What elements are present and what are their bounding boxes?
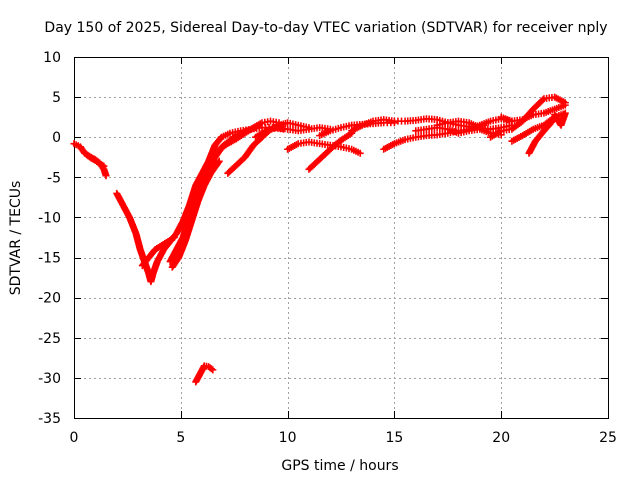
y-tick-label: -10 — [38, 210, 61, 226]
series-arc-early-2 — [83, 151, 108, 170]
y-tick-label: -5 — [47, 170, 61, 186]
y-axis: 10 5 0 -5 -10 -15 -20 -25 -30 -35 — [38, 50, 608, 427]
data-point — [98, 161, 106, 169]
series-arc-dip-3 — [168, 157, 223, 271]
data-points — [70, 93, 569, 386]
series-arc-mid-2 — [215, 117, 283, 153]
series-arc-late-8 — [525, 117, 556, 157]
data-point — [215, 157, 223, 165]
data-point — [170, 234, 178, 241]
x-tick-label: 0 — [70, 430, 79, 446]
series-arc-dip-4 — [138, 234, 178, 270]
data-point — [561, 101, 569, 109]
chart-title: Day 150 of 2025, Sidereal Day-to-day VTE… — [44, 20, 607, 36]
data-point — [548, 117, 556, 125]
data-point — [356, 149, 364, 157]
x-axis: 0 5 10 15 20 25 — [70, 57, 617, 446]
x-tick-label: 10 — [279, 430, 297, 446]
y-tick-label: 10 — [43, 50, 61, 66]
series-arc-outlier — [192, 362, 217, 386]
x-tick-label: 20 — [492, 430, 510, 446]
series-arc-mid-3 — [252, 124, 334, 141]
y-tick-label: -35 — [38, 411, 61, 427]
data-point — [547, 118, 555, 126]
series-arc-late-6 — [497, 101, 569, 125]
data-point — [209, 366, 217, 374]
y-tick-label: -20 — [38, 291, 61, 307]
data-point — [214, 158, 222, 166]
data-point — [539, 96, 547, 104]
data-point — [102, 172, 110, 180]
x-axis-label: GPS time / hours — [281, 458, 398, 474]
y-tick-label: -30 — [38, 371, 61, 387]
y-tick-label: 0 — [52, 130, 61, 146]
x-tick-label: 5 — [176, 430, 185, 446]
data-point — [207, 365, 215, 373]
y-axis-label: SDTVAR / TECUs — [8, 181, 24, 296]
data-point — [551, 111, 559, 119]
data-point — [100, 162, 108, 170]
x-tick-label: 15 — [385, 430, 403, 446]
y-tick-label: -15 — [38, 251, 61, 267]
y-tick-label: -25 — [38, 331, 61, 347]
plot-frame — [74, 57, 609, 419]
y-tick-label: 5 — [52, 90, 61, 106]
x-tick-label: 25 — [599, 430, 617, 446]
